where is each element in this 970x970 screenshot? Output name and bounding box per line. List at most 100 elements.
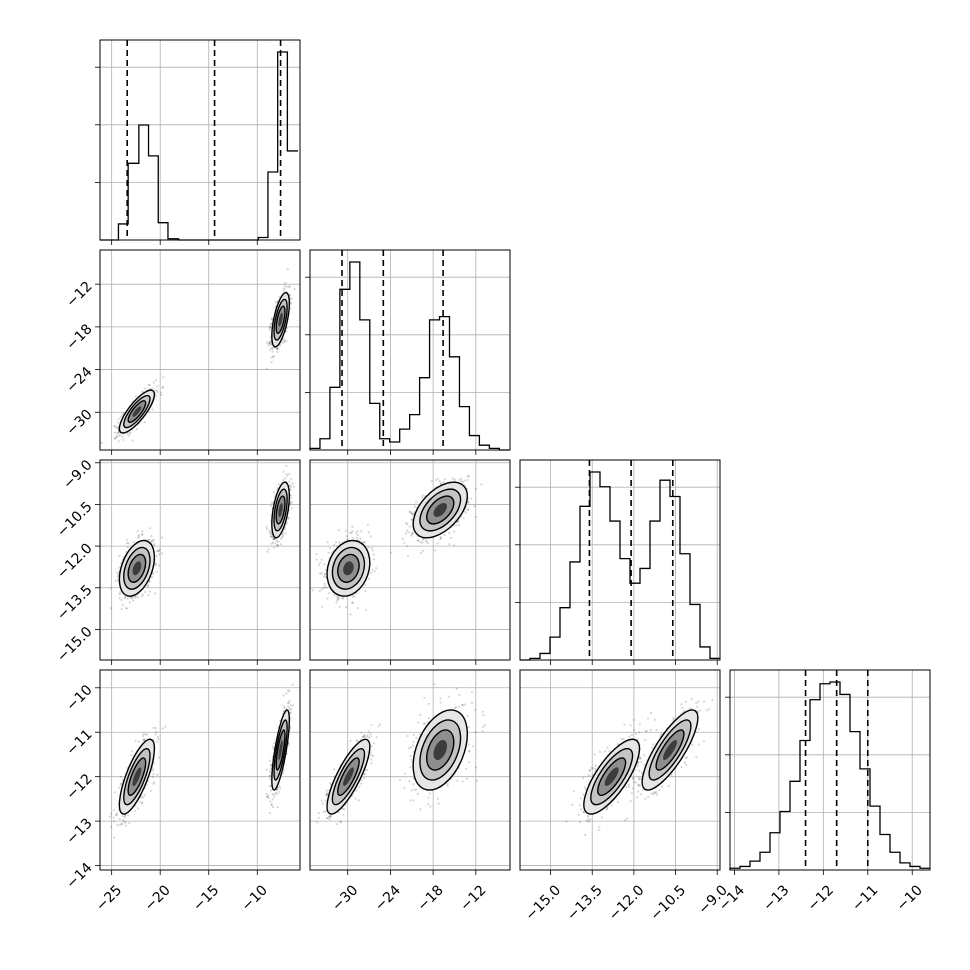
sample-point xyxy=(349,613,352,616)
sample-point xyxy=(421,494,424,497)
sample-point xyxy=(349,531,352,535)
sample-point xyxy=(367,531,370,534)
sample-point xyxy=(115,814,118,817)
sample-point xyxy=(151,538,154,541)
sample-point xyxy=(435,478,438,482)
sample-point xyxy=(154,389,157,392)
histogram-1 xyxy=(309,261,510,451)
sample-point xyxy=(437,477,440,480)
sample-point xyxy=(463,479,466,482)
sample-point xyxy=(161,386,164,389)
sample-point xyxy=(466,475,469,478)
sample-point xyxy=(152,726,155,730)
sample-point xyxy=(119,415,123,418)
sample-point xyxy=(117,440,120,443)
sample-point xyxy=(413,505,417,508)
sample-point xyxy=(448,532,451,535)
sample-point xyxy=(288,472,291,475)
sample-point xyxy=(458,478,461,481)
sample-point xyxy=(480,483,483,486)
sample-point xyxy=(143,738,146,741)
sample-point xyxy=(118,824,121,827)
sample-point xyxy=(141,734,145,738)
sample-point xyxy=(285,692,288,695)
sample-point xyxy=(285,464,288,467)
sample-point xyxy=(122,438,125,441)
sample-point xyxy=(126,597,129,600)
sample-point xyxy=(121,604,125,607)
sample-point xyxy=(266,550,269,553)
sample-point xyxy=(154,733,157,736)
sample-point xyxy=(333,593,336,597)
sample-point xyxy=(132,541,135,544)
sample-point xyxy=(371,549,374,552)
sample-point xyxy=(311,589,314,592)
sample-point xyxy=(415,501,418,504)
sample-point xyxy=(269,322,272,326)
sample-point xyxy=(152,381,155,384)
sample-point xyxy=(131,439,134,442)
sample-point xyxy=(279,537,282,540)
sample-point xyxy=(147,383,150,386)
sample-point xyxy=(109,607,113,610)
sample-point xyxy=(269,327,272,330)
sample-point xyxy=(319,561,322,564)
sample-point xyxy=(315,553,318,556)
sample-point xyxy=(344,529,347,533)
sample-point xyxy=(143,387,146,390)
sample-point xyxy=(275,540,278,543)
sample-point xyxy=(127,434,130,437)
sample-point xyxy=(352,537,355,540)
sample-point xyxy=(119,775,122,778)
sample-point xyxy=(338,605,341,608)
sample-point xyxy=(405,532,408,535)
sample-point xyxy=(151,775,154,779)
sample-point xyxy=(271,355,274,358)
sample-point xyxy=(155,562,158,566)
sample-point xyxy=(150,535,153,538)
sample-point xyxy=(287,744,290,747)
sample-point xyxy=(271,317,274,320)
sample-point xyxy=(130,754,133,757)
sample-point xyxy=(156,389,159,392)
sample-point xyxy=(282,341,286,344)
sample-point xyxy=(268,340,271,343)
sample-point xyxy=(267,548,270,551)
sample-point xyxy=(117,431,120,434)
sample-point xyxy=(121,413,124,416)
sample-point xyxy=(462,517,465,520)
sample-point xyxy=(345,535,348,538)
sample-point xyxy=(144,733,147,736)
sample-point xyxy=(271,745,274,748)
sample-point xyxy=(285,330,288,333)
sample-point xyxy=(405,529,409,532)
sample-point xyxy=(118,597,121,600)
sample-point xyxy=(443,478,446,481)
sample-point xyxy=(119,591,122,594)
sample-point xyxy=(337,528,340,532)
sample-point xyxy=(268,328,271,331)
sample-point xyxy=(277,790,280,794)
sample-point xyxy=(275,793,278,796)
sample-point xyxy=(121,435,124,438)
panel-3-0: −14−13−12−11−10−25 −20 −15 −10 xyxy=(63,669,301,915)
sample-point xyxy=(364,584,367,587)
sample-point xyxy=(268,342,271,345)
sample-point xyxy=(130,596,133,599)
sample-point xyxy=(115,812,118,815)
sample-point xyxy=(371,568,374,572)
sample-point xyxy=(127,542,130,545)
sample-point xyxy=(269,343,272,346)
sample-point xyxy=(406,544,409,548)
sample-point xyxy=(269,800,272,803)
sample-point xyxy=(112,808,115,812)
sample-point xyxy=(276,346,279,349)
sample-point xyxy=(271,350,274,353)
sample-point xyxy=(323,563,326,566)
sample-point xyxy=(403,542,406,545)
sample-point xyxy=(162,385,165,388)
sample-point xyxy=(265,367,268,370)
sample-point xyxy=(277,483,280,486)
sample-point xyxy=(141,390,144,393)
sample-point xyxy=(152,772,155,776)
